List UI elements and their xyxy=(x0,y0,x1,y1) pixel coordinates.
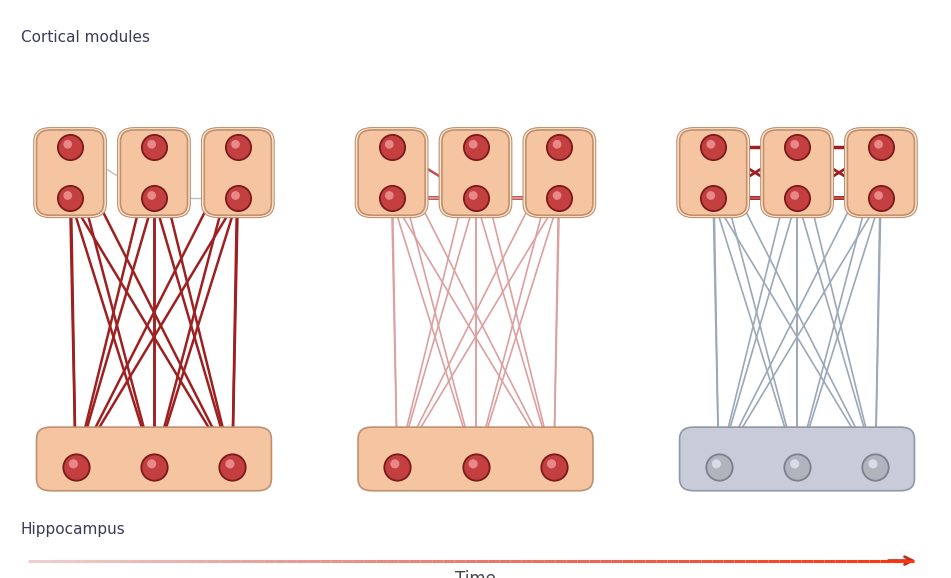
FancyBboxPatch shape xyxy=(439,128,512,217)
Point xyxy=(381,191,397,200)
Point xyxy=(144,460,159,469)
Point xyxy=(224,462,240,471)
FancyBboxPatch shape xyxy=(118,128,190,217)
FancyBboxPatch shape xyxy=(761,128,833,217)
Point xyxy=(466,191,481,200)
Point xyxy=(228,191,243,200)
FancyBboxPatch shape xyxy=(442,130,509,215)
Point xyxy=(552,142,567,151)
Point xyxy=(789,194,805,203)
FancyBboxPatch shape xyxy=(677,128,749,217)
Point xyxy=(230,142,245,151)
FancyBboxPatch shape xyxy=(36,427,271,491)
Point xyxy=(468,142,483,151)
Point xyxy=(468,194,483,203)
Point xyxy=(230,194,245,203)
Point xyxy=(387,460,402,469)
Point xyxy=(466,460,481,469)
FancyBboxPatch shape xyxy=(847,130,915,215)
Point xyxy=(144,140,159,149)
Point xyxy=(871,191,886,200)
Point xyxy=(703,140,718,149)
Point xyxy=(468,462,483,471)
Point xyxy=(789,142,805,151)
Point xyxy=(552,194,567,203)
Point xyxy=(544,460,559,469)
Point xyxy=(706,194,721,203)
FancyBboxPatch shape xyxy=(680,427,915,491)
FancyBboxPatch shape xyxy=(523,128,595,217)
Point xyxy=(546,462,561,471)
Point xyxy=(60,140,75,149)
Point xyxy=(63,142,78,151)
FancyBboxPatch shape xyxy=(359,427,592,491)
Point xyxy=(873,142,888,151)
Point xyxy=(144,191,159,200)
Point xyxy=(703,191,718,200)
FancyBboxPatch shape xyxy=(359,130,425,215)
Point xyxy=(867,462,883,471)
Point xyxy=(550,140,565,149)
Point xyxy=(787,191,803,200)
Point xyxy=(63,194,78,203)
Point xyxy=(871,140,886,149)
Point xyxy=(384,142,399,151)
Point xyxy=(146,142,162,151)
Point xyxy=(708,460,724,469)
FancyBboxPatch shape xyxy=(33,128,107,217)
Point xyxy=(711,462,727,471)
Text: Cortical modules: Cortical modules xyxy=(21,29,149,45)
FancyBboxPatch shape xyxy=(526,130,592,215)
Point xyxy=(466,140,481,149)
FancyBboxPatch shape xyxy=(202,128,274,217)
Point xyxy=(66,460,81,469)
FancyBboxPatch shape xyxy=(204,130,271,215)
Point xyxy=(68,462,84,471)
FancyBboxPatch shape xyxy=(680,130,747,215)
Point xyxy=(706,142,721,151)
Point xyxy=(381,140,397,149)
Point xyxy=(873,194,888,203)
Point xyxy=(146,194,162,203)
Point xyxy=(146,462,162,471)
Point xyxy=(390,462,405,471)
FancyBboxPatch shape xyxy=(844,128,918,217)
Text: Time: Time xyxy=(456,570,495,578)
Point xyxy=(789,462,805,471)
Point xyxy=(228,140,243,149)
Point xyxy=(787,460,803,469)
Point xyxy=(865,460,881,469)
Text: Hippocampus: Hippocampus xyxy=(21,522,126,537)
FancyBboxPatch shape xyxy=(356,128,428,217)
Point xyxy=(384,194,399,203)
Point xyxy=(223,460,238,469)
Point xyxy=(60,191,75,200)
Point xyxy=(787,140,803,149)
FancyBboxPatch shape xyxy=(121,130,187,215)
FancyBboxPatch shape xyxy=(764,130,830,215)
Point xyxy=(550,191,565,200)
FancyBboxPatch shape xyxy=(36,130,104,215)
